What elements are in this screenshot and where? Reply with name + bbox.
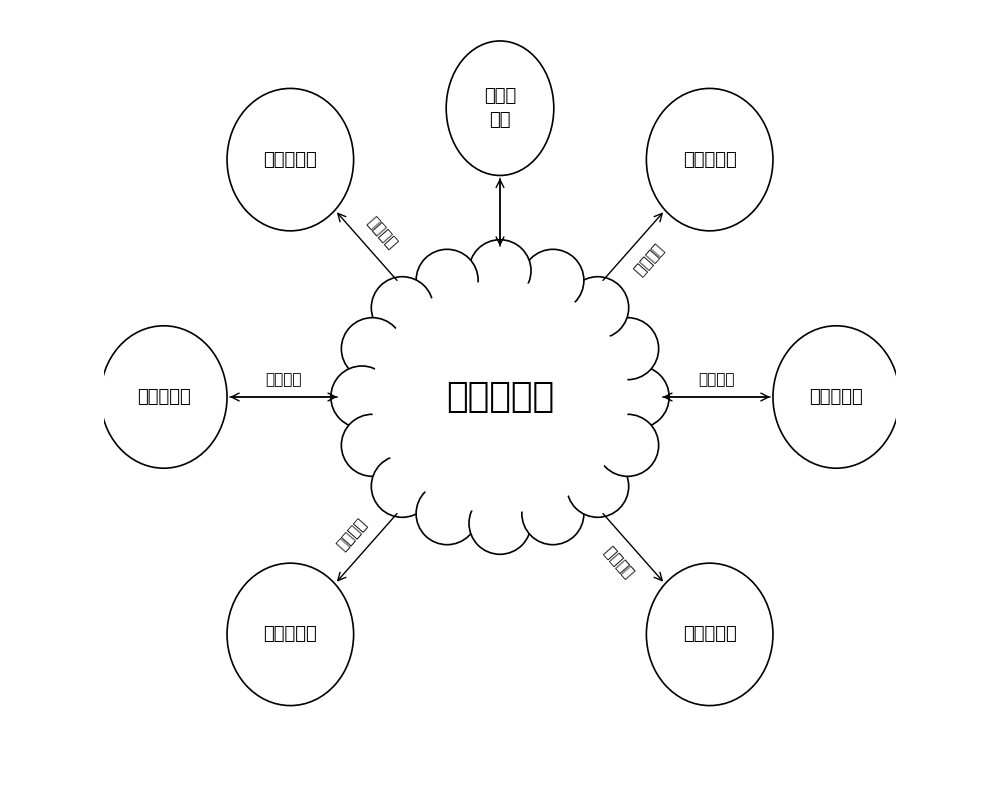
Ellipse shape [446,41,554,175]
Circle shape [416,483,478,545]
Text: 传递对准: 传递对准 [334,516,370,553]
Circle shape [331,366,393,428]
Ellipse shape [227,88,354,231]
Text: 传递对准: 传递对准 [265,372,302,387]
Text: 子惯导系统: 子惯导系统 [683,151,737,168]
Circle shape [597,414,659,476]
Circle shape [597,318,659,380]
Circle shape [341,318,403,380]
Ellipse shape [646,563,773,706]
Text: 子惯导系统: 子惯导系统 [263,151,317,168]
Text: 子惯导系统: 子惯导系统 [683,626,737,643]
Circle shape [567,455,629,518]
Circle shape [371,276,433,339]
Ellipse shape [227,563,354,706]
Circle shape [522,483,584,545]
Circle shape [469,240,531,302]
Text: 传递对准: 传递对准 [630,241,666,278]
Circle shape [371,455,433,518]
Circle shape [522,249,584,311]
Text: 主惯导
系统: 主惯导 系统 [484,87,516,129]
Circle shape [607,366,669,428]
Ellipse shape [365,276,635,518]
Circle shape [341,414,403,476]
Ellipse shape [773,326,900,468]
Text: 子惯导系统: 子惯导系统 [809,388,863,406]
Circle shape [469,492,531,554]
Circle shape [567,276,629,339]
Ellipse shape [100,326,227,468]
Ellipse shape [371,281,629,513]
Text: 子惯导系统: 子惯导系统 [263,626,317,643]
Text: 传递对准: 传递对准 [364,214,399,252]
Text: 传递对准: 传递对准 [698,372,735,387]
Text: 子惯导系统: 子惯导系统 [137,388,191,406]
Circle shape [416,249,478,311]
Text: 主控计算机: 主控计算机 [446,380,554,414]
Text: 传递对准: 传递对准 [601,542,636,580]
Ellipse shape [646,88,773,231]
